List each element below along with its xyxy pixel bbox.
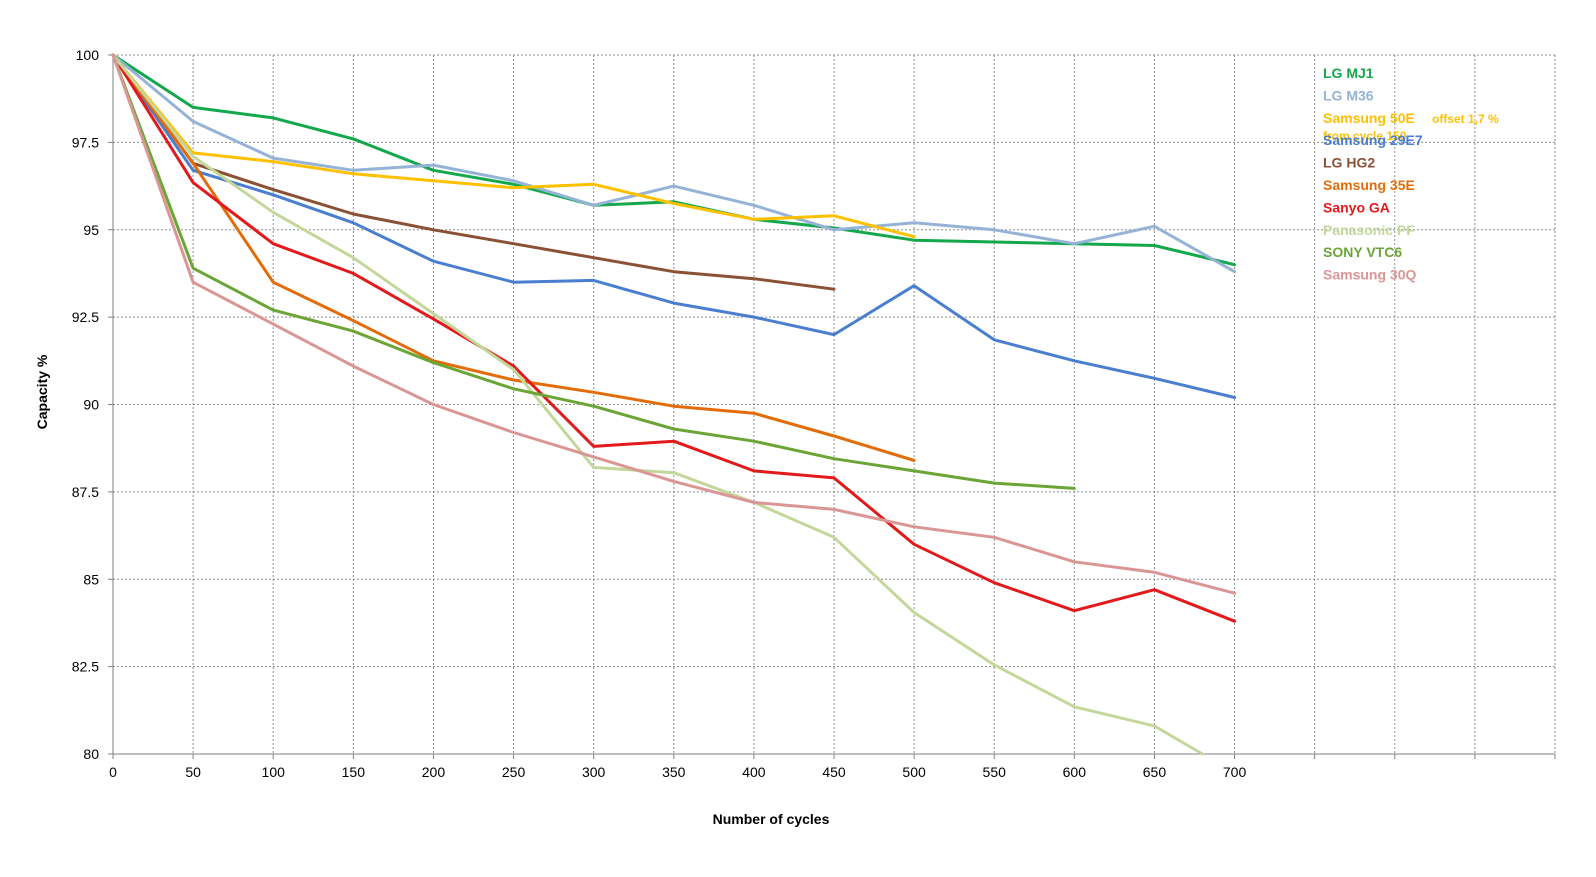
y-tick-label: 100 [76,47,100,63]
y-tick-label: 92.5 [72,309,99,325]
legend-entry: Panasonic PF [1323,222,1415,238]
legend-entry: LG M36 [1323,87,1374,103]
x-tick-label: 100 [262,764,286,780]
x-tick-label: 550 [983,764,1007,780]
legend-entry: LG MJ1 [1323,65,1374,81]
y-tick-label: 97.5 [72,134,99,150]
series-line-samsung-50e [111,53,916,239]
x-tick-label: 0 [109,764,117,780]
series-line-lg-m36 [111,53,1237,274]
legend-entry: Samsung 50E [1323,110,1415,126]
x-tick-label: 600 [1063,764,1087,780]
legend-note: from cycle 150 [1323,129,1407,143]
legend-note: offset 1,7 % [1432,112,1499,126]
y-tick-label: 87.5 [72,484,99,500]
legend: LG MJ1 LG M36 Samsung 50E offset 1,7 % from … [1323,65,1499,283]
axes [108,54,1556,759]
x-tick-label: 700 [1223,764,1247,780]
series-line-sony-vtc6 [111,53,1076,490]
x-tick-label: 300 [582,764,606,780]
legend-entry: Samsung 29E7 [1323,132,1423,148]
x-axis-title: Number of cycles [713,811,830,827]
series [111,53,1237,756]
x-tick-label: 50 [185,764,201,780]
legend-entry: Samsung 35E [1323,177,1415,193]
x-tick-label: 450 [822,764,846,780]
series-line-panasonic-pf [111,53,1204,756]
series-line-lg-hg2 [111,53,836,291]
tick-labels: 0 50 100 150 200 250 300 350 400 450 500 550 600 650 7… [72,47,1247,780]
y-tick-label: 95 [83,222,99,238]
x-tick-label: 500 [902,764,926,780]
y-tick-label: 85 [83,571,99,587]
y-axis-title: Capacity % [34,354,50,429]
series-line-lg-mj1 [111,53,1237,267]
x-tick-label: 200 [422,764,446,780]
series-line-samsung-29e7 [111,53,1237,399]
legend-entry: LG HG2 [1323,155,1375,171]
series-line-sanyo-ga [111,53,1237,623]
y-tick-label: 82.5 [72,659,99,675]
legend-entry: Samsung 30Q [1323,267,1416,283]
x-tick-label: 150 [342,764,366,780]
legend-entry: SONY VTC6 [1323,244,1402,260]
x-tick-label: 400 [742,764,766,780]
x-tick-label: 650 [1143,764,1167,780]
series-line-samsung-30q [111,53,1237,595]
y-tick-label: 90 [83,397,99,413]
y-tick-label: 80 [83,746,99,762]
legend-entry: Sanyo GA [1323,199,1390,215]
series-line-samsung-35e [111,53,916,462]
x-tick-label: 250 [502,764,526,780]
x-tick-label: 350 [662,764,686,780]
